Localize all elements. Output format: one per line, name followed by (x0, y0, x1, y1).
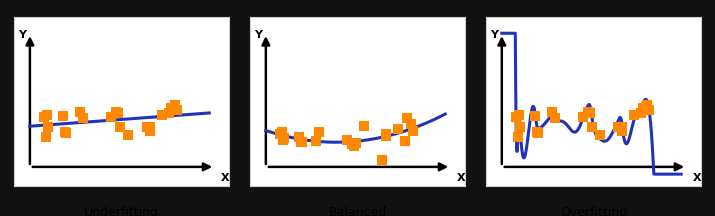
Point (57, 114, 69, 118)
Point (346, 143, 358, 146)
Point (157, 113, 168, 117)
Text: Overfitting: Overfitting (560, 206, 627, 216)
Point (112, 111, 124, 114)
Point (549, 116, 561, 119)
Point (43, 125, 54, 129)
Text: Underfitting: Underfitting (84, 206, 159, 216)
Point (616, 125, 628, 129)
Point (350, 141, 362, 144)
Point (638, 106, 649, 110)
Point (628, 113, 640, 117)
Point (405, 123, 417, 126)
Point (171, 108, 182, 111)
Point (641, 103, 653, 107)
Text: Y: Y (18, 30, 26, 40)
Point (279, 137, 290, 140)
Point (39, 115, 50, 119)
Point (594, 133, 606, 137)
Point (512, 135, 523, 139)
Point (616, 129, 628, 133)
Point (276, 130, 287, 134)
Point (402, 116, 413, 120)
Text: Y: Y (490, 30, 498, 40)
Point (293, 135, 305, 139)
Point (110, 110, 122, 114)
Point (277, 138, 288, 141)
Point (380, 134, 392, 138)
Point (144, 125, 156, 129)
Point (144, 129, 156, 133)
Point (584, 111, 596, 114)
Point (513, 113, 524, 116)
Point (393, 127, 404, 131)
Point (613, 125, 624, 129)
Text: X: X (457, 173, 465, 183)
Point (635, 111, 646, 114)
Point (60, 131, 72, 135)
Point (341, 138, 352, 142)
Point (40, 135, 51, 139)
Point (531, 130, 543, 134)
Point (582, 110, 593, 114)
Point (163, 111, 174, 114)
Point (515, 125, 526, 129)
Point (399, 139, 410, 143)
Point (377, 158, 388, 162)
Point (313, 130, 325, 133)
Point (643, 108, 654, 111)
Point (310, 139, 322, 143)
Point (275, 132, 286, 136)
Point (380, 132, 392, 136)
Point (529, 114, 541, 118)
Point (105, 115, 117, 119)
Text: X: X (221, 173, 230, 183)
Point (114, 125, 126, 129)
Point (122, 133, 134, 137)
Text: Y: Y (254, 30, 262, 40)
Point (407, 129, 418, 133)
Text: X: X (693, 173, 701, 183)
Point (511, 115, 522, 119)
Point (577, 115, 588, 119)
Point (41, 113, 52, 116)
Point (358, 124, 370, 128)
Point (59, 130, 71, 134)
Point (296, 140, 307, 143)
Point (166, 106, 177, 110)
Point (77, 116, 89, 119)
Point (546, 110, 558, 114)
Point (141, 125, 152, 129)
Point (295, 141, 307, 144)
Point (348, 144, 360, 148)
Point (586, 125, 598, 129)
Text: Balanced: Balanced (328, 206, 387, 216)
Point (532, 131, 543, 135)
Point (169, 103, 181, 107)
Point (74, 110, 86, 114)
